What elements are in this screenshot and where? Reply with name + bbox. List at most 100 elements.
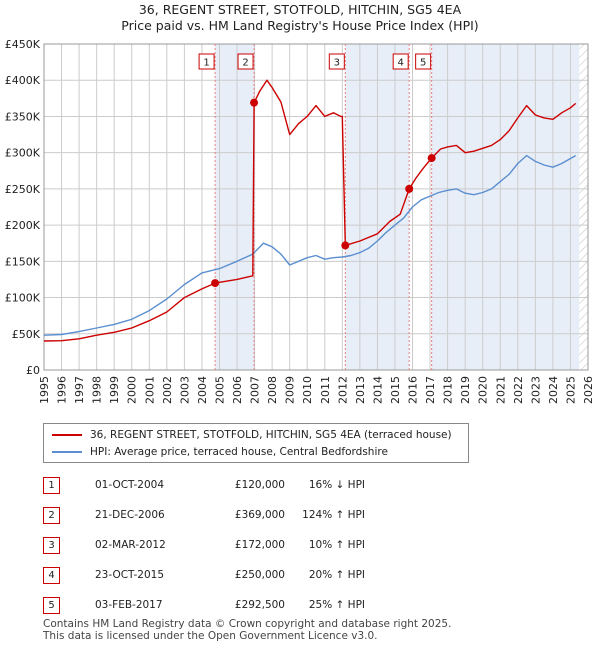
x-tick-label: 2021: [494, 376, 507, 404]
x-tick-label: 1995: [38, 376, 51, 404]
x-tick-label: 2011: [319, 376, 332, 404]
footer: Contains HM Land Registry data © Crown c…: [43, 618, 451, 642]
y-tick-label: £350K: [5, 110, 41, 123]
y-tick-label: £250K: [5, 183, 41, 196]
x-tick-label: 2014: [371, 376, 384, 404]
sale-row: 5 03-FEB-2017 £292,500 25% ↑ HPI: [43, 590, 365, 620]
sale-marker-box: [237, 53, 254, 70]
sale-number-badge: 1: [43, 476, 60, 494]
sale-marker-box: [392, 53, 409, 70]
y-tick-label: £0: [26, 364, 40, 377]
x-tick-label: 2022: [512, 376, 525, 404]
sale-hpi-relation: 10% ↑ HPI: [308, 539, 365, 551]
sale-point: [211, 279, 220, 288]
sale-date: 03-FEB-2017: [95, 599, 163, 611]
x-tick-label: 2024: [547, 376, 560, 404]
y-tick-label: £100K: [5, 292, 41, 305]
chart-title-line2: Price paid vs. HM Land Registry's House …: [121, 18, 479, 33]
sale-price: £369,000: [234, 509, 285, 521]
sale-point: [341, 241, 350, 250]
chart-title-line1: 36, REGENT STREET, STOTFOLD, HITCHIN, SG…: [138, 2, 462, 17]
sale-hpi-relation: 16% ↓ HPI: [308, 479, 365, 491]
property-price-line: [43, 79, 577, 342]
x-tick-label: 2003: [178, 376, 191, 404]
sale-marker-box: [415, 53, 432, 70]
x-tick-label: 2016: [407, 376, 420, 404]
x-tick-label: 2012: [336, 376, 349, 404]
x-tick-label: 2005: [213, 376, 226, 404]
sale-price: £250,000: [234, 569, 285, 581]
hpi-line: [43, 154, 577, 336]
y-tick-label: £450K: [5, 38, 41, 51]
x-tick-label: 2018: [442, 376, 455, 404]
sale-price: £292,500: [234, 599, 285, 611]
x-tick-label: 2010: [301, 376, 314, 404]
x-tick-label: 2026: [582, 376, 595, 404]
shaded-period: [215, 44, 255, 370]
sale-marker-label: 2: [242, 58, 248, 69]
y-tick-label: £200K: [5, 219, 41, 232]
x-tick-label: 1998: [91, 376, 104, 404]
footer-copyright: Contains HM Land Registry data © Crown c…: [43, 618, 452, 630]
plot-border: [43, 43, 589, 371]
x-tick-label: 2008: [266, 376, 279, 404]
x-tick-label: 2002: [161, 376, 174, 404]
legend-swatch-hpi: [52, 451, 82, 453]
sale-date: 01-OCT-2004: [95, 479, 164, 491]
price-chart: £0 £50K £100K £150K £200K £250K £300K £350K £400…: [5, 38, 595, 404]
sale-price: £120,000: [234, 479, 285, 491]
sale-marker-label: 1: [203, 58, 209, 69]
sale-number-badge: 3: [43, 536, 60, 554]
sale-row: 1 01-OCT-2004 £120,000 16% ↓ HPI: [43, 470, 365, 500]
sale-row: 4 23-OCT-2015 £250,000 20% ↑ HPI: [43, 560, 365, 590]
y-tick-label: £150K: [5, 255, 41, 268]
sale-number-badge: 4: [43, 566, 60, 584]
sale-number-badge: 2: [43, 506, 60, 524]
legend-swatch-property: [52, 434, 82, 436]
y-tick-label: £300K: [5, 147, 41, 160]
footer-licence: This data is licensed under the Open Gov…: [43, 630, 378, 642]
forecast-hatch: [579, 44, 588, 370]
x-tick-label: 2019: [459, 376, 472, 404]
sale-number-badge: 5: [43, 596, 60, 614]
sale-marker-label: 4: [397, 58, 403, 69]
y-tick-label: £400K: [5, 74, 41, 87]
x-tick-label: 1996: [56, 376, 69, 404]
x-tick-label: 1999: [108, 376, 121, 404]
x-tick-label: 2020: [477, 376, 490, 404]
x-tick-label: 2015: [389, 376, 402, 404]
sale-date: 21-DEC-2006: [95, 509, 165, 521]
sale-point: [427, 154, 436, 163]
sale-marker-box: [198, 53, 215, 70]
sale-marker-label: 5: [420, 58, 426, 69]
legend-item-hpi: HPI: Average price, terraced house, Cent…: [52, 444, 388, 460]
x-tick-label: 2017: [424, 376, 437, 404]
x-tick-label: 2009: [284, 376, 297, 404]
x-tick-label: 2025: [564, 376, 577, 404]
sales-table: 1 01-OCT-2004 £120,000 16% ↓ HPI 2 21-DEC-200…: [43, 470, 365, 620]
x-tick-label: 1997: [73, 376, 86, 404]
sale-price: £172,000: [234, 539, 285, 551]
sale-marker-label: 3: [334, 58, 340, 69]
y-tick-label: £50K: [12, 328, 41, 341]
sale-date: 02-MAR-2012: [95, 539, 166, 551]
sale-row: 2 21-DEC-2006 £369,000 124% ↑ HPI: [43, 500, 365, 530]
sale-marker-box: [328, 53, 345, 70]
sale-date: 23-OCT-2015: [95, 569, 164, 581]
x-tick-label: 2000: [126, 376, 139, 404]
legend-item-property: 36, REGENT STREET, STOTFOLD, HITCHIN, SG…: [52, 427, 452, 443]
x-tick-label: 2023: [529, 376, 542, 404]
x-tick-label: 2001: [143, 376, 156, 404]
sale-hpi-relation: 124% ↑ HPI: [302, 509, 365, 521]
x-tick-label: 2006: [231, 376, 244, 404]
sale-row: 3 02-MAR-2012 £172,000 10% ↑ HPI: [43, 530, 365, 560]
x-tick-label: 2004: [196, 376, 209, 404]
chart-legend: 36, REGENT STREET, STOTFOLD, HITCHIN, SG…: [43, 423, 469, 463]
sale-point: [250, 98, 259, 107]
sale-hpi-relation: 25% ↑ HPI: [308, 599, 365, 611]
legend-label-property: 36, REGENT STREET, STOTFOLD, HITCHIN, SG…: [90, 429, 452, 441]
x-tick-label: 2013: [354, 376, 367, 404]
sale-point: [405, 184, 414, 193]
shaded-period: [431, 44, 580, 370]
x-tick-label: 2007: [249, 376, 262, 404]
